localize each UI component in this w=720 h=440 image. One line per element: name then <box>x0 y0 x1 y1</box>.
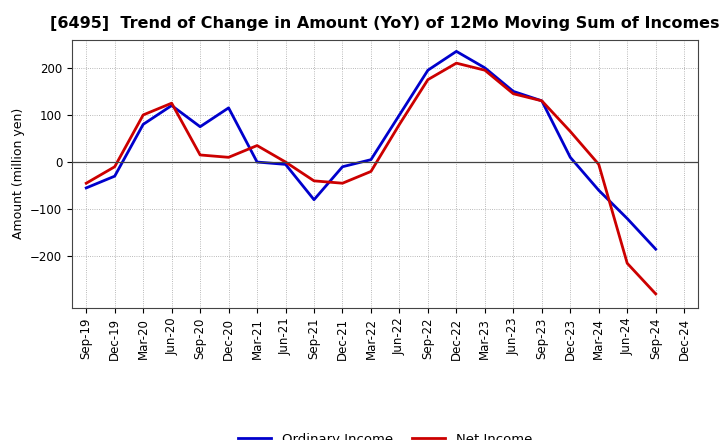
Net Income <box>537 98 546 103</box>
Ordinary Income <box>509 89 518 94</box>
Ordinary Income <box>652 246 660 252</box>
Net Income <box>196 152 204 158</box>
Ordinary Income <box>310 197 318 202</box>
Ordinary Income <box>139 122 148 127</box>
Net Income <box>366 169 375 174</box>
Ordinary Income <box>423 68 432 73</box>
Net Income <box>225 155 233 160</box>
Net Income <box>253 143 261 148</box>
Net Income <box>338 180 347 186</box>
Ordinary Income <box>282 162 290 167</box>
Net Income <box>480 68 489 73</box>
Ordinary Income <box>167 103 176 108</box>
Net Income <box>395 122 404 127</box>
Net Income <box>623 260 631 266</box>
Line: Net Income: Net Income <box>86 63 656 294</box>
Net Income <box>595 162 603 167</box>
Ordinary Income <box>366 157 375 162</box>
Line: Ordinary Income: Ordinary Income <box>86 51 656 249</box>
Net Income <box>652 291 660 297</box>
Ordinary Income <box>452 49 461 54</box>
Ordinary Income <box>537 98 546 103</box>
Ordinary Income <box>110 173 119 179</box>
Net Income <box>566 129 575 134</box>
Title: [6495]  Trend of Change in Amount (YoY) of 12Mo Moving Sum of Incomes: [6495] Trend of Change in Amount (YoY) o… <box>50 16 720 32</box>
Net Income <box>452 61 461 66</box>
Net Income <box>110 164 119 169</box>
Legend: Ordinary Income, Net Income: Ordinary Income, Net Income <box>233 427 538 440</box>
Net Income <box>423 77 432 82</box>
Ordinary Income <box>225 105 233 110</box>
Net Income <box>82 180 91 186</box>
Ordinary Income <box>82 185 91 191</box>
Ordinary Income <box>253 159 261 165</box>
Ordinary Income <box>480 65 489 70</box>
Net Income <box>167 100 176 106</box>
Net Income <box>139 112 148 117</box>
Y-axis label: Amount (million yen): Amount (million yen) <box>12 108 24 239</box>
Net Income <box>310 178 318 183</box>
Ordinary Income <box>566 155 575 160</box>
Ordinary Income <box>623 216 631 221</box>
Ordinary Income <box>338 164 347 169</box>
Net Income <box>509 91 518 96</box>
Ordinary Income <box>595 187 603 193</box>
Ordinary Income <box>196 124 204 129</box>
Net Income <box>282 159 290 165</box>
Ordinary Income <box>395 112 404 117</box>
